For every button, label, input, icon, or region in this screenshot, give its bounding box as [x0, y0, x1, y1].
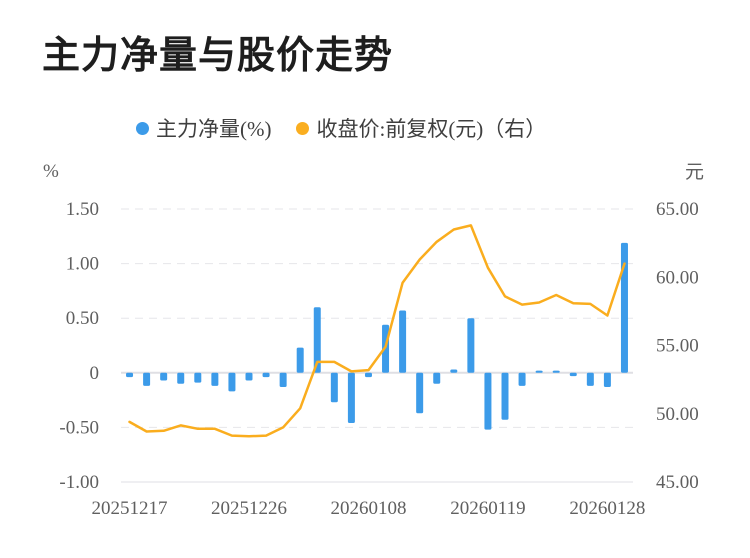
volume-bar[interactable]	[211, 372, 219, 386]
volume-bar[interactable]	[535, 370, 543, 373]
x-axis-tick-label: 20251226	[211, 498, 287, 519]
left-axis-tick-label: -0.50	[59, 417, 99, 438]
right-axis-unit: 元	[685, 162, 704, 183]
volume-bar[interactable]	[433, 372, 441, 384]
volume-bar[interactable]	[126, 372, 134, 378]
volume-bar[interactable]	[296, 347, 304, 373]
right-axis-tick-label: 65.00	[656, 199, 699, 220]
volume-bar[interactable]	[364, 372, 372, 378]
right-axis-tick-label: 55.00	[656, 336, 699, 357]
volume-bar[interactable]	[501, 372, 509, 420]
volume-bar[interactable]	[143, 372, 151, 386]
legend-label-main-net-volume: 主力净量(%)	[156, 117, 272, 141]
left-axis-tick-label: -1.00	[59, 472, 99, 493]
left-axis-tick-label: 1.00	[66, 254, 99, 275]
volume-bar[interactable]	[552, 370, 560, 373]
volume-bar[interactable]	[484, 372, 492, 430]
legend-bar-marker-icon	[136, 121, 149, 135]
left-axis-unit: %	[43, 161, 59, 182]
chart-title: 主力净量与股价走势	[42, 35, 394, 77]
volume-bar[interactable]	[330, 372, 338, 403]
volume-bar[interactable]	[194, 372, 202, 383]
volume-bar[interactable]	[569, 372, 577, 377]
right-axis-tick-label: 50.00	[656, 404, 699, 425]
left-axis-tick-label: 0	[90, 363, 100, 384]
volume-bar[interactable]	[416, 372, 424, 414]
legend-item-close-price[interactable]: 收盘价:前复权(元)（右）	[296, 113, 546, 143]
volume-bar[interactable]	[245, 372, 253, 381]
x-axis-tick-label: 20260108	[330, 498, 406, 519]
volume-bar[interactable]	[467, 318, 475, 373]
right-axis-tick-label: 60.00	[656, 267, 699, 288]
right-axis-tick-label: 45.00	[656, 472, 699, 493]
x-axis-tick-label: 20251217	[92, 498, 168, 519]
volume-bar[interactable]	[620, 242, 628, 373]
volume-bar[interactable]	[603, 372, 611, 387]
left-axis-tick-label: 0.50	[66, 308, 99, 329]
volume-bar[interactable]	[262, 372, 270, 378]
volume-bar[interactable]	[160, 372, 168, 381]
x-axis-tick-label: 20260119	[450, 498, 525, 519]
volume-bar[interactable]	[586, 372, 594, 386]
volume-bar[interactable]	[347, 372, 355, 424]
volume-bar[interactable]	[177, 372, 185, 384]
legend: 主力净量(%) 收盘价:前复权(元)（右）	[136, 115, 546, 141]
volume-bar[interactable]	[228, 372, 236, 392]
legend-line-marker-icon	[296, 121, 310, 135]
volume-bar[interactable]	[279, 372, 287, 387]
volume-bar[interactable]	[399, 310, 407, 373]
volume-bar[interactable]	[313, 307, 321, 373]
volume-bar[interactable]	[450, 369, 458, 373]
legend-label-close-price: 收盘价:前复权(元)（右）	[316, 117, 547, 141]
legend-item-main-net-volume[interactable]: 主力净量(%)	[136, 113, 271, 143]
left-axis-tick-label: 1.50	[66, 199, 99, 220]
price-line[interactable]	[128, 224, 626, 438]
volume-bar[interactable]	[518, 372, 526, 386]
x-axis-tick-label: 20260128	[569, 498, 645, 519]
